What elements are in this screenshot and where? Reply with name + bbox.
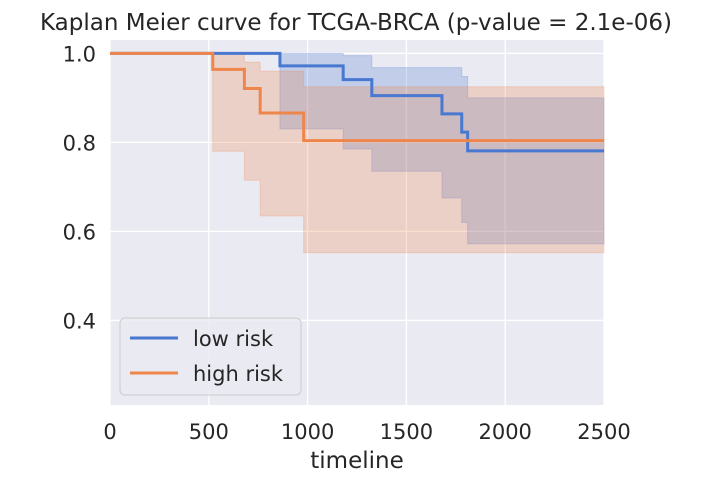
- ci-band-high-risk: [110, 52, 605, 254]
- y-tick-label: 1.0: [63, 42, 96, 66]
- x-axis-label: timeline: [310, 448, 403, 474]
- confidence-bands: [110, 52, 605, 254]
- x-tick-label: 2500: [577, 420, 630, 444]
- legend-label-low-risk: low risk: [193, 327, 274, 351]
- x-tick-label: 0: [103, 420, 116, 444]
- x-tick-label: 500: [189, 420, 229, 444]
- grid: [109, 40, 605, 405]
- x-tick-label: 1500: [380, 420, 433, 444]
- survival-line-low-risk: [110, 51, 604, 153]
- y-tick-label: 0.4: [63, 309, 96, 333]
- x-tick-label: 2000: [478, 420, 531, 444]
- x-tick-labels: 0 500 1000 1500 2000 2500: [103, 420, 630, 444]
- y-tick-label: 0.8: [63, 131, 96, 155]
- y-tick-labels: 0.4 0.6 0.8 1.0: [63, 42, 96, 333]
- survival-lines: [110, 51, 604, 153]
- y-tick-label: 0.6: [63, 220, 96, 244]
- legend: low risk high risk: [119, 317, 302, 396]
- survival-line-high-risk: [110, 51, 604, 143]
- ci-band-low-risk: [110, 52, 605, 245]
- legend-label-high-risk: high risk: [193, 362, 284, 386]
- chart-title: Kaplan Meier curve for TCGA-BRCA (p-valu…: [40, 10, 672, 36]
- x-tick-label: 1000: [281, 420, 334, 444]
